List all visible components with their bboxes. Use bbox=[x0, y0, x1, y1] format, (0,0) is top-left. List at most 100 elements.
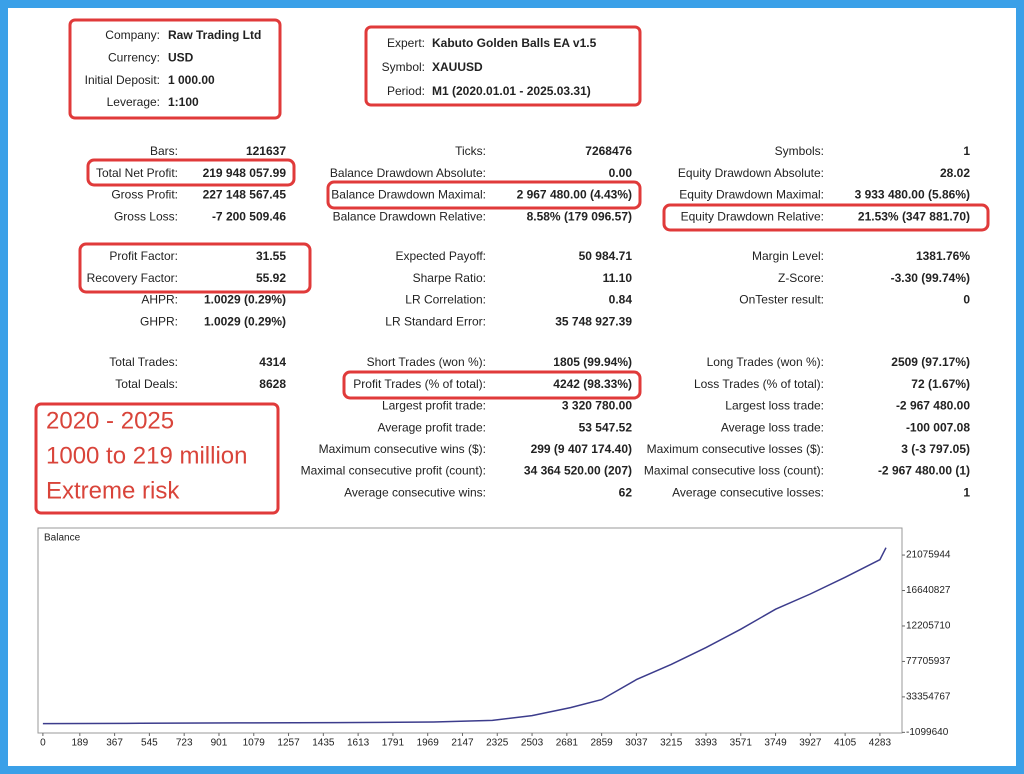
highlight-box bbox=[78, 242, 312, 294]
stat-value: 2509 (97.17%) bbox=[891, 355, 970, 369]
stat-value: 1.0029 (0.29%) bbox=[204, 293, 286, 307]
y-tick-label: 16640827 bbox=[906, 585, 951, 596]
stat-label: Equity Drawdown Maximal: bbox=[679, 188, 824, 202]
x-tick-label: 1791 bbox=[382, 738, 405, 749]
header-value: Raw Trading Ltd bbox=[168, 28, 261, 42]
stat-label: Ticks: bbox=[455, 144, 486, 158]
header-label: Period: bbox=[387, 84, 425, 98]
stat-label: Sharpe Ratio: bbox=[413, 271, 486, 285]
stat-label: Profit Factor: bbox=[109, 249, 178, 263]
x-tick-label: 3215 bbox=[660, 738, 683, 749]
stat-label: Gross Profit: bbox=[111, 188, 178, 202]
stat-value: 3 320 780.00 bbox=[562, 399, 632, 413]
stat-label: OnTester result: bbox=[739, 293, 824, 307]
stat-label: Maximal consecutive loss (count): bbox=[644, 464, 824, 478]
stat-value: -100 007.08 bbox=[906, 420, 970, 434]
stat-label: LR Correlation: bbox=[405, 293, 486, 307]
x-tick-label: 189 bbox=[71, 738, 88, 749]
stat-label: Long Trades (won %): bbox=[707, 355, 824, 369]
highlight-box bbox=[342, 370, 642, 400]
stat-label: Equity Drawdown Relative: bbox=[681, 209, 824, 223]
x-tick-label: 3927 bbox=[799, 738, 822, 749]
y-tick-label: 77705937 bbox=[906, 656, 951, 667]
stat-label: Recovery Factor: bbox=[87, 271, 178, 285]
stat-label: Margin Level: bbox=[752, 249, 824, 263]
stat-value: 3 933 480.00 (5.86%) bbox=[855, 188, 970, 202]
x-tick-label: 1257 bbox=[277, 738, 300, 749]
stat-label: Z-Score: bbox=[778, 271, 824, 285]
stat-label: Largest loss trade: bbox=[725, 399, 824, 413]
stat-value: 299 (9 407 174.40) bbox=[531, 442, 632, 456]
header-label: Currency: bbox=[108, 50, 160, 64]
stat-label: Largest profit trade: bbox=[382, 399, 486, 413]
x-tick-label: 901 bbox=[211, 738, 228, 749]
x-tick-label: 3749 bbox=[764, 738, 787, 749]
stat-value: 53 547.52 bbox=[579, 420, 633, 434]
x-tick-label: 2503 bbox=[521, 738, 544, 749]
x-tick-label: 0 bbox=[40, 738, 46, 749]
highlight-box bbox=[86, 158, 296, 187]
stat-label: Average consecutive wins: bbox=[344, 485, 486, 499]
x-tick-label: 2325 bbox=[486, 738, 509, 749]
header-value: 1:100 bbox=[168, 95, 199, 109]
y-tick-label: 12205710 bbox=[906, 621, 951, 632]
highlight-box bbox=[326, 180, 642, 210]
stat-label: Average profit trade: bbox=[377, 420, 486, 434]
stat-label: Balance Drawdown Absolute: bbox=[330, 166, 486, 180]
stat-value: 8628 bbox=[259, 377, 286, 391]
annotation-box bbox=[34, 402, 280, 515]
header-label: Company: bbox=[105, 28, 160, 42]
stat-label: Equity Drawdown Absolute: bbox=[678, 166, 824, 180]
header-value: Kabuto Golden Balls EA v1.5 bbox=[432, 36, 597, 50]
stat-label: Total Net Profit: bbox=[96, 166, 178, 180]
stat-value: 8.58% (179 096.57) bbox=[527, 209, 632, 223]
x-tick-label: 367 bbox=[106, 738, 123, 749]
stat-value: -2 967 480.00 (1) bbox=[878, 464, 970, 478]
stat-label: AHPR: bbox=[141, 293, 178, 307]
stat-value: -3.30 (99.74%) bbox=[891, 271, 970, 285]
stat-label: Symbols: bbox=[775, 144, 824, 158]
stat-label: Profit Trades (% of total): bbox=[353, 377, 486, 391]
header-label: Symbol: bbox=[382, 60, 425, 74]
stat-value: 0 bbox=[963, 293, 970, 307]
stat-label: Gross Loss: bbox=[114, 209, 178, 223]
header-label: Initial Deposit: bbox=[85, 73, 160, 87]
stat-label: Total Deals: bbox=[115, 377, 178, 391]
x-tick-label: 3037 bbox=[625, 738, 648, 749]
x-tick-label: 3571 bbox=[730, 738, 753, 749]
y-tick-label: 33354767 bbox=[906, 692, 951, 703]
stat-value: 1.0029 (0.29%) bbox=[204, 314, 286, 328]
stat-label: GHPR: bbox=[140, 314, 178, 328]
stat-label: Maximum consecutive losses ($): bbox=[647, 442, 824, 456]
stat-value: 7268476 bbox=[585, 144, 632, 158]
stat-value: -7 200 509.46 bbox=[212, 209, 286, 223]
x-tick-label: 1969 bbox=[417, 738, 440, 749]
stat-label: Total Trades: bbox=[109, 355, 178, 369]
stat-value: 34 364 520.00 (207) bbox=[524, 464, 632, 478]
stat-label: Loss Trades (% of total): bbox=[694, 377, 824, 391]
stat-value: -2 967 480.00 bbox=[896, 399, 970, 413]
highlight-box bbox=[662, 203, 990, 232]
stat-label: Expected Payoff: bbox=[395, 249, 486, 263]
x-tick-label: 4283 bbox=[869, 738, 892, 749]
header-value: 1 000.00 bbox=[168, 73, 215, 87]
header-value: XAUUSD bbox=[432, 60, 483, 74]
x-tick-label: 2681 bbox=[556, 738, 579, 749]
stat-label: Maximal consecutive profit (count): bbox=[301, 464, 486, 478]
stat-value: 72 (1.67%) bbox=[911, 377, 970, 391]
x-tick-label: 4105 bbox=[834, 738, 857, 749]
stat-value: 3 (-3 797.05) bbox=[901, 442, 970, 456]
stat-label: Short Trades (won %): bbox=[367, 355, 486, 369]
header-value: USD bbox=[168, 50, 194, 64]
stat-value: 219 948 057.99 bbox=[203, 166, 287, 180]
stat-value: 62 bbox=[619, 485, 633, 499]
stat-label: Bars: bbox=[150, 144, 178, 158]
annotation-line: 2020 - 2025 bbox=[46, 407, 174, 434]
x-tick-label: 2859 bbox=[590, 738, 613, 749]
stat-value: 31.55 bbox=[256, 249, 286, 263]
stat-value: 227 148 567.45 bbox=[203, 188, 287, 202]
stat-value: 1381.76% bbox=[916, 249, 970, 263]
stat-label: Average loss trade: bbox=[721, 420, 824, 434]
stat-value: 4314 bbox=[259, 355, 286, 369]
